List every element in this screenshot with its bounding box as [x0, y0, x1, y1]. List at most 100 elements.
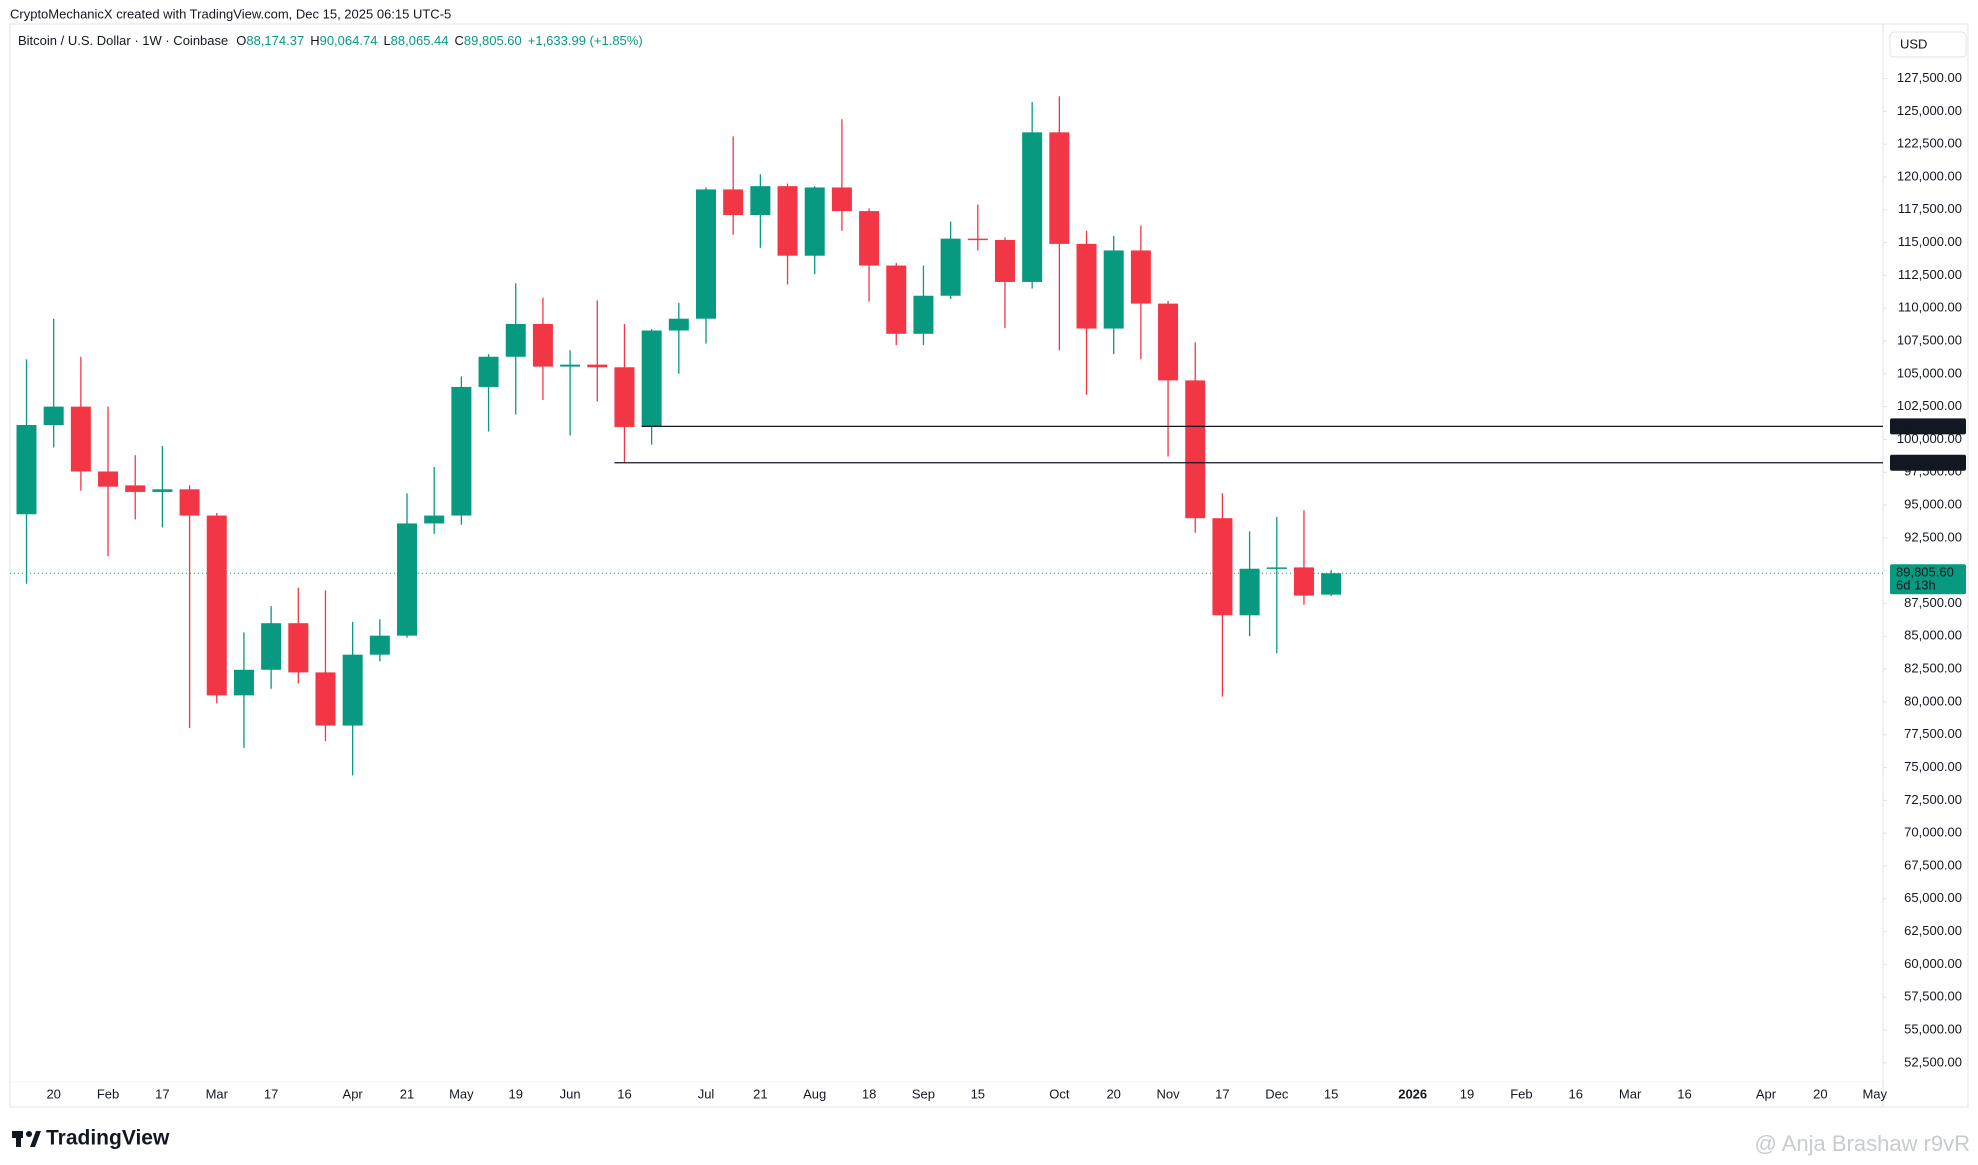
x-tick-label: 15 — [1324, 1086, 1338, 1101]
x-tick-label: Dec — [1265, 1086, 1289, 1101]
legend-key: H — [310, 33, 319, 48]
watermark: @ Anja Brashaw r9vR — [1754, 1131, 1970, 1156]
y-tick-label: 55,000.00 — [1904, 1021, 1962, 1036]
candle-body — [233, 669, 254, 696]
y-tick-label: 100,000.00 — [1897, 431, 1962, 446]
y-tick-label: 75,000.00 — [1904, 759, 1962, 774]
candle-body — [913, 295, 934, 334]
candle-body — [750, 186, 771, 216]
candle-body — [1212, 518, 1233, 616]
legend-value: 88,065.44 — [391, 33, 449, 48]
x-tick-label: 18 — [862, 1086, 876, 1101]
candle-body — [1293, 567, 1314, 596]
x-tick-label: 17 — [264, 1086, 278, 1101]
candle-body — [804, 187, 825, 256]
candle-body — [397, 523, 418, 636]
y-tick-label: 82,500.00 — [1904, 661, 1962, 676]
y-tick-label: 127,500.00 — [1897, 70, 1962, 85]
change: +1,633.99 (+1.85%) — [528, 33, 643, 48]
legend-value: 89,805.60 — [464, 33, 522, 48]
candle-body — [369, 635, 390, 655]
y-tick-label: 85,000.00 — [1904, 628, 1962, 643]
x-tick-label: May — [1862, 1086, 1887, 1101]
candle-body — [967, 238, 988, 241]
y-tick-label: 57,500.00 — [1904, 989, 1962, 1004]
y-tick-label: 92,500.00 — [1904, 529, 1962, 544]
currency[interactable]: USD — [1900, 36, 1927, 51]
x-tick-label: 20 — [1813, 1086, 1827, 1101]
candle-body — [668, 318, 689, 331]
level-label: 98,225.01 — [1899, 455, 1957, 470]
x-tick-label: Apr — [1756, 1086, 1777, 1101]
legend-key: C — [455, 33, 464, 48]
x-tick-label: 16 — [1677, 1086, 1691, 1101]
candle-body — [532, 323, 553, 367]
y-tick-label: 95,000.00 — [1904, 497, 1962, 512]
y-tick-label: 65,000.00 — [1904, 890, 1962, 905]
candle-body — [206, 515, 227, 696]
y-tick-label: 122,500.00 — [1897, 136, 1962, 151]
candle-body — [560, 364, 581, 367]
x-tick-label: May — [449, 1086, 474, 1101]
y-tick-label: 87,500.00 — [1904, 595, 1962, 610]
candle-body — [342, 654, 363, 726]
level-label-box — [1890, 418, 1966, 435]
currency-box[interactable] — [1889, 31, 1967, 58]
candle-body — [70, 406, 91, 472]
candle-body — [98, 471, 119, 487]
y-tick-label: 125,000.00 — [1897, 103, 1962, 118]
candle-body — [315, 672, 336, 726]
candle-body — [1266, 567, 1287, 569]
candle-body — [261, 623, 282, 670]
y-tick-label: 72,500.00 — [1904, 792, 1962, 807]
x-tick-label: 17 — [155, 1086, 169, 1101]
candle-body — [614, 367, 635, 427]
tradingview-logo: TradingView — [12, 1127, 170, 1150]
x-tick-label: Jun — [560, 1086, 581, 1101]
x-tick-label: Nov — [1156, 1086, 1180, 1101]
x-tick-label: 19 — [509, 1086, 523, 1101]
candle-body — [1076, 243, 1097, 329]
y-tick-label: 70,000.00 — [1904, 825, 1962, 840]
candle-body — [696, 189, 716, 319]
candle-body — [641, 330, 662, 427]
level-label-box — [1890, 454, 1966, 471]
candle-body — [424, 515, 445, 524]
credit: CryptoMechanicX created with TradingView… — [10, 6, 451, 21]
candle-body — [505, 323, 526, 357]
x-tick-label: Apr — [343, 1086, 364, 1101]
candle-body — [859, 211, 880, 266]
x-tick-label: 17 — [1215, 1086, 1229, 1101]
legend-key: L — [383, 33, 390, 48]
candle-body — [16, 425, 37, 515]
logo-shape — [26, 1131, 32, 1137]
last-price-box — [1890, 564, 1966, 595]
legend-value: 88,174.37 — [246, 33, 304, 48]
candle-body — [1103, 250, 1124, 329]
legend-key: O — [236, 33, 246, 48]
candle-body — [1130, 250, 1151, 304]
candle-body — [478, 356, 499, 387]
y-tick-label: 115,000.00 — [1898, 234, 1962, 249]
candle-body — [451, 386, 472, 516]
candle-body — [723, 189, 744, 216]
y-tick-label: 60,000.00 — [1904, 956, 1962, 971]
candle-body — [587, 364, 608, 368]
x-tick-label: 19 — [1460, 1086, 1474, 1101]
symbol-legend: Bitcoin / U.S. Dollar · 1W · Coinbase O88… — [18, 33, 643, 48]
logo-shape — [30, 1131, 41, 1147]
logo-shape — [16, 1131, 21, 1147]
x-tick-label: Aug — [803, 1086, 826, 1101]
x-tick-label: 21 — [400, 1086, 414, 1101]
x-tick-label: 20 — [46, 1086, 60, 1101]
candle-body — [288, 623, 309, 673]
x-tick-label: 21 — [753, 1086, 767, 1101]
x-tick-label: 16 — [1569, 1086, 1583, 1101]
candle-body — [1049, 132, 1070, 244]
x-tick-label: Feb — [1510, 1086, 1532, 1101]
candle-body — [152, 489, 173, 492]
symbol: Bitcoin / U.S. Dollar · 1W · Coinbase — [18, 33, 228, 48]
candle-body — [179, 489, 200, 516]
